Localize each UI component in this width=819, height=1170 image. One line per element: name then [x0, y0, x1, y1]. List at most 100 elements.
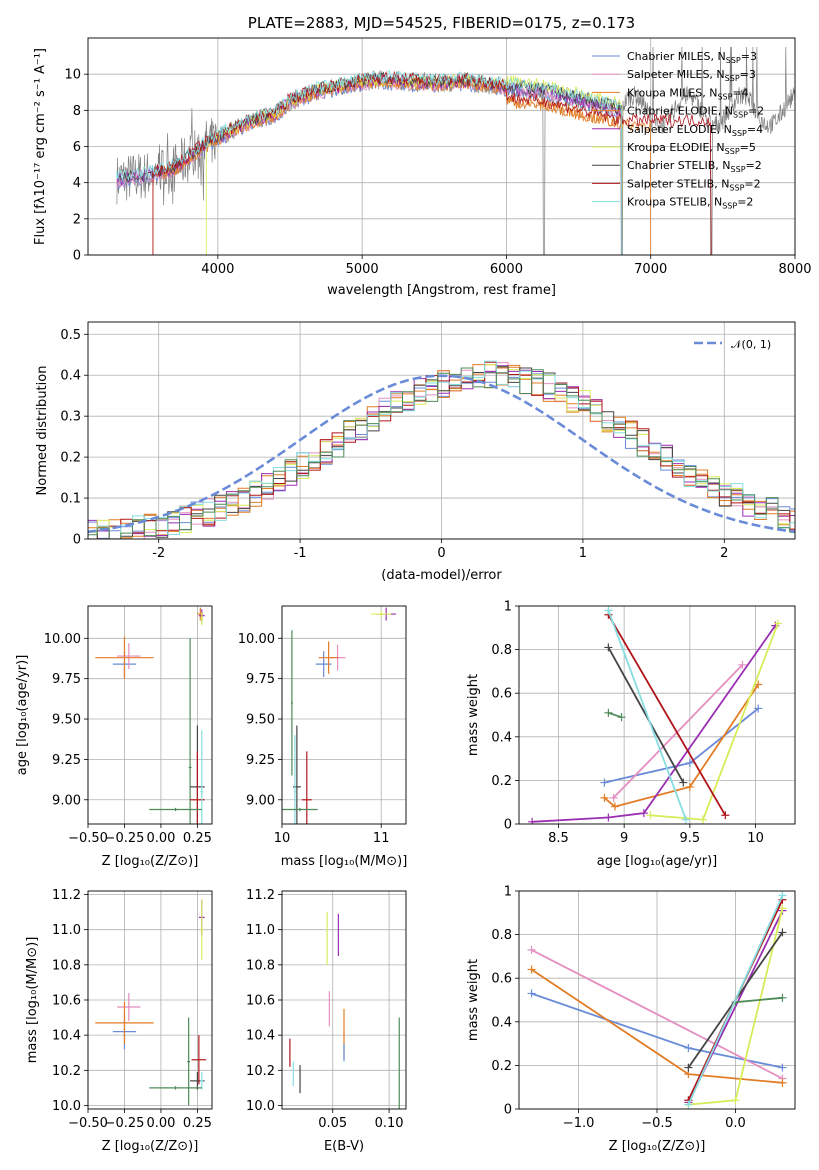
- age-vs-mass-plot-area: [282, 607, 397, 824]
- weight-vs-age-series-7: [607, 614, 727, 816]
- weight-vs-Z-ytick-label: 1: [504, 885, 512, 900]
- mass-vs-Z-xtick-label: 0.25: [183, 1116, 212, 1131]
- mass-vs-Z-point: [200, 899, 204, 960]
- weight-vs-Z-marker: [527, 945, 536, 954]
- weight-vs-age-series-8: [607, 610, 687, 820]
- weight-vs-age-series-5: [608, 711, 622, 719]
- weight-vs-age-series-1: [612, 664, 744, 799]
- weight-vs-Z-series-8: [687, 895, 784, 1105]
- residuals-xlabel: (data-model)/error: [381, 568, 502, 583]
- legend-label: Kroupa MILES, NSSP=4: [627, 86, 749, 101]
- spectrum-plot-area: [116, 46, 795, 255]
- age-vs-mass-point: [371, 610, 392, 618]
- weight-vs-Z-marker: [684, 1100, 693, 1109]
- weight-vs-Z-panel: −1.0 −0.5 0.0 0 0.2 0.4 0.6 0.8 1 Z [log₁₀(Z/Z⊙)]…: [466, 885, 796, 1154]
- mass-vs-Z-point: [149, 1086, 202, 1090]
- mass-vs-Z-point: [187, 1017, 191, 1106]
- residuals-ytick-label: 0.5: [60, 328, 81, 343]
- weight-vs-Z-plot-area: [527, 891, 787, 1109]
- age-vs-Z-xtick-label: −0.50: [68, 831, 108, 846]
- weight-vs-age-ytick-label: 0.2: [491, 774, 512, 789]
- age-vs-Z-ytick-label: 9.75: [52, 672, 81, 687]
- residuals-xtick-label: -2: [152, 546, 165, 561]
- age-vs-Z-point: [200, 730, 204, 824]
- weight-vs-age-xtick-label: 8.5: [548, 831, 569, 846]
- age-vs-Z-point: [117, 643, 141, 669]
- weight-vs-age-marker: [681, 815, 690, 824]
- weight-vs-age-marker: [646, 811, 655, 820]
- weight-vs-Z-marker: [684, 1043, 693, 1052]
- spectrum-frame: [87, 37, 796, 256]
- weight-vs-age-ytick-label: 0.6: [491, 687, 512, 702]
- residuals-ytick-label: 0.2: [60, 451, 81, 466]
- weight-vs-Z-marker: [527, 965, 536, 974]
- residuals-xtick-label: 0: [437, 546, 445, 561]
- weight-vs-age-marker: [685, 782, 694, 791]
- mass-vs-Z-ytick-label: 10.6: [52, 994, 81, 1009]
- weight-vs-Z-ytick-label: 0: [504, 1103, 512, 1118]
- weight-vs-Z-marker: [778, 928, 787, 937]
- mass-vs-Z-xtick-label: −0.25: [105, 1116, 145, 1131]
- mass-vs-Z-ytick-label: 10.4: [52, 1029, 81, 1044]
- age-vs-mass-point: [301, 751, 312, 824]
- weight-vs-age-marker: [600, 793, 609, 802]
- mass-vs-Z-frame: [87, 890, 213, 1110]
- age-vs-mass-ytick-label: 9.25: [246, 753, 275, 768]
- spectrum-xtick-label: 7000: [634, 262, 667, 277]
- legend-label: Kroupa ELODIE, NSSP=5: [627, 141, 756, 156]
- age-vs-Z-ylabel: age [log₁₀(age/yr)]: [15, 655, 30, 776]
- weight-vs-age-marker: [617, 713, 626, 722]
- weight-vs-age-series-2: [603, 684, 759, 808]
- residuals-plot-area: [88, 360, 795, 539]
- residuals-ytick-label: 0.3: [60, 410, 81, 425]
- age-vs-mass-frame: [281, 605, 407, 825]
- mass-vs-Z-point: [95, 1001, 154, 1044]
- mass-vs-EBV-ytick-label: 10.0: [246, 1099, 275, 1114]
- weight-vs-age-panel: 8.5 9 9.5 10 0 0.2 0.4 0.6 0.8 1 age [log₁₀(age/yr…: [466, 600, 796, 869]
- residual-histogram-9: [88, 367, 795, 539]
- weight-vs-Z-marker: [778, 891, 787, 900]
- mass-vs-EBV-frame: [281, 890, 407, 1110]
- weight-vs-age-marker: [528, 817, 537, 824]
- residual-histogram-7: [88, 361, 795, 539]
- spectrum-xtick-label: 8000: [778, 262, 811, 277]
- legend-label: Salpeter ELODIE, NSSP=4: [627, 123, 763, 138]
- age-vs-Z-plot-area: [95, 607, 205, 824]
- weight-vs-Z-marker: [684, 1063, 693, 1072]
- legend-label: Salpeter MILES, NSSP=3: [627, 68, 756, 83]
- mass-vs-Z-panel: −0.50−0.25 0.00 0.25 10.0 10.2 10.4 10.6 10.8 11…: [25, 888, 213, 1154]
- age-vs-Z-xtick-label: 0.00: [146, 831, 175, 846]
- mass-vs-Z-ytick-label: 10.2: [52, 1064, 81, 1079]
- age-vs-mass-point: [318, 641, 339, 674]
- weight-vs-Z-xtick-label: 0.0: [725, 1116, 746, 1131]
- weight-vs-Z-xlabel: Z [log₁₀(Z/Z⊙)]: [609, 1139, 706, 1154]
- mass-vs-EBV-xlabel: E(B-V): [324, 1139, 364, 1154]
- spectrum-ytick-label: 10: [64, 68, 81, 83]
- legend-label: Chabrier STELIB, NSSP=2: [627, 159, 762, 174]
- weight-vs-age-ylabel: mass weight: [466, 674, 481, 756]
- age-vs-mass-xlabel: mass [log₁₀(M/M⊙)]: [281, 854, 408, 869]
- weight-vs-age-marker: [721, 811, 730, 820]
- weight-vs-Z-xtick-label: −0.5: [641, 1116, 673, 1131]
- weight-vs-Z-ytick-label: 0.2: [491, 1059, 512, 1074]
- age-vs-Z-point: [149, 807, 202, 812]
- age-vs-Z-frame: [87, 605, 213, 825]
- weight-vs-age-marker: [609, 793, 618, 802]
- mass-vs-Z-ytick-label: 11.2: [52, 888, 81, 903]
- age-vs-Z-ytick-label: 9.50: [52, 713, 81, 728]
- weight-vs-age-frame: [518, 605, 796, 825]
- weight-vs-Z-marker: [778, 1063, 787, 1072]
- residuals-ytick-label: 0.1: [60, 492, 81, 507]
- legend-label: Salpeter STELIB, NSSP=2: [627, 177, 761, 192]
- weight-vs-Z-marker: [778, 993, 787, 1002]
- weight-vs-age-ytick-label: 0: [504, 818, 512, 833]
- weight-vs-Z-marker: [778, 1078, 787, 1087]
- mass-vs-Z-xtick-label: 0.00: [146, 1116, 175, 1131]
- mass-vs-EBV-ytick-label: 10.8: [246, 958, 275, 973]
- mass-vs-EBV-panel: 0.05 0.10 10.0 10.2 10.4 10.6 10.8 11.0 11.2 E(B-…: [246, 888, 407, 1154]
- mass-vs-Z-point: [191, 1035, 207, 1085]
- weight-vs-age-series-3: [532, 625, 777, 823]
- spectrum-ytick-label: 6: [73, 140, 81, 155]
- mass-vs-Z-point: [200, 1072, 204, 1090]
- mass-vs-EBV-ytick-label: 10.4: [246, 1029, 275, 1044]
